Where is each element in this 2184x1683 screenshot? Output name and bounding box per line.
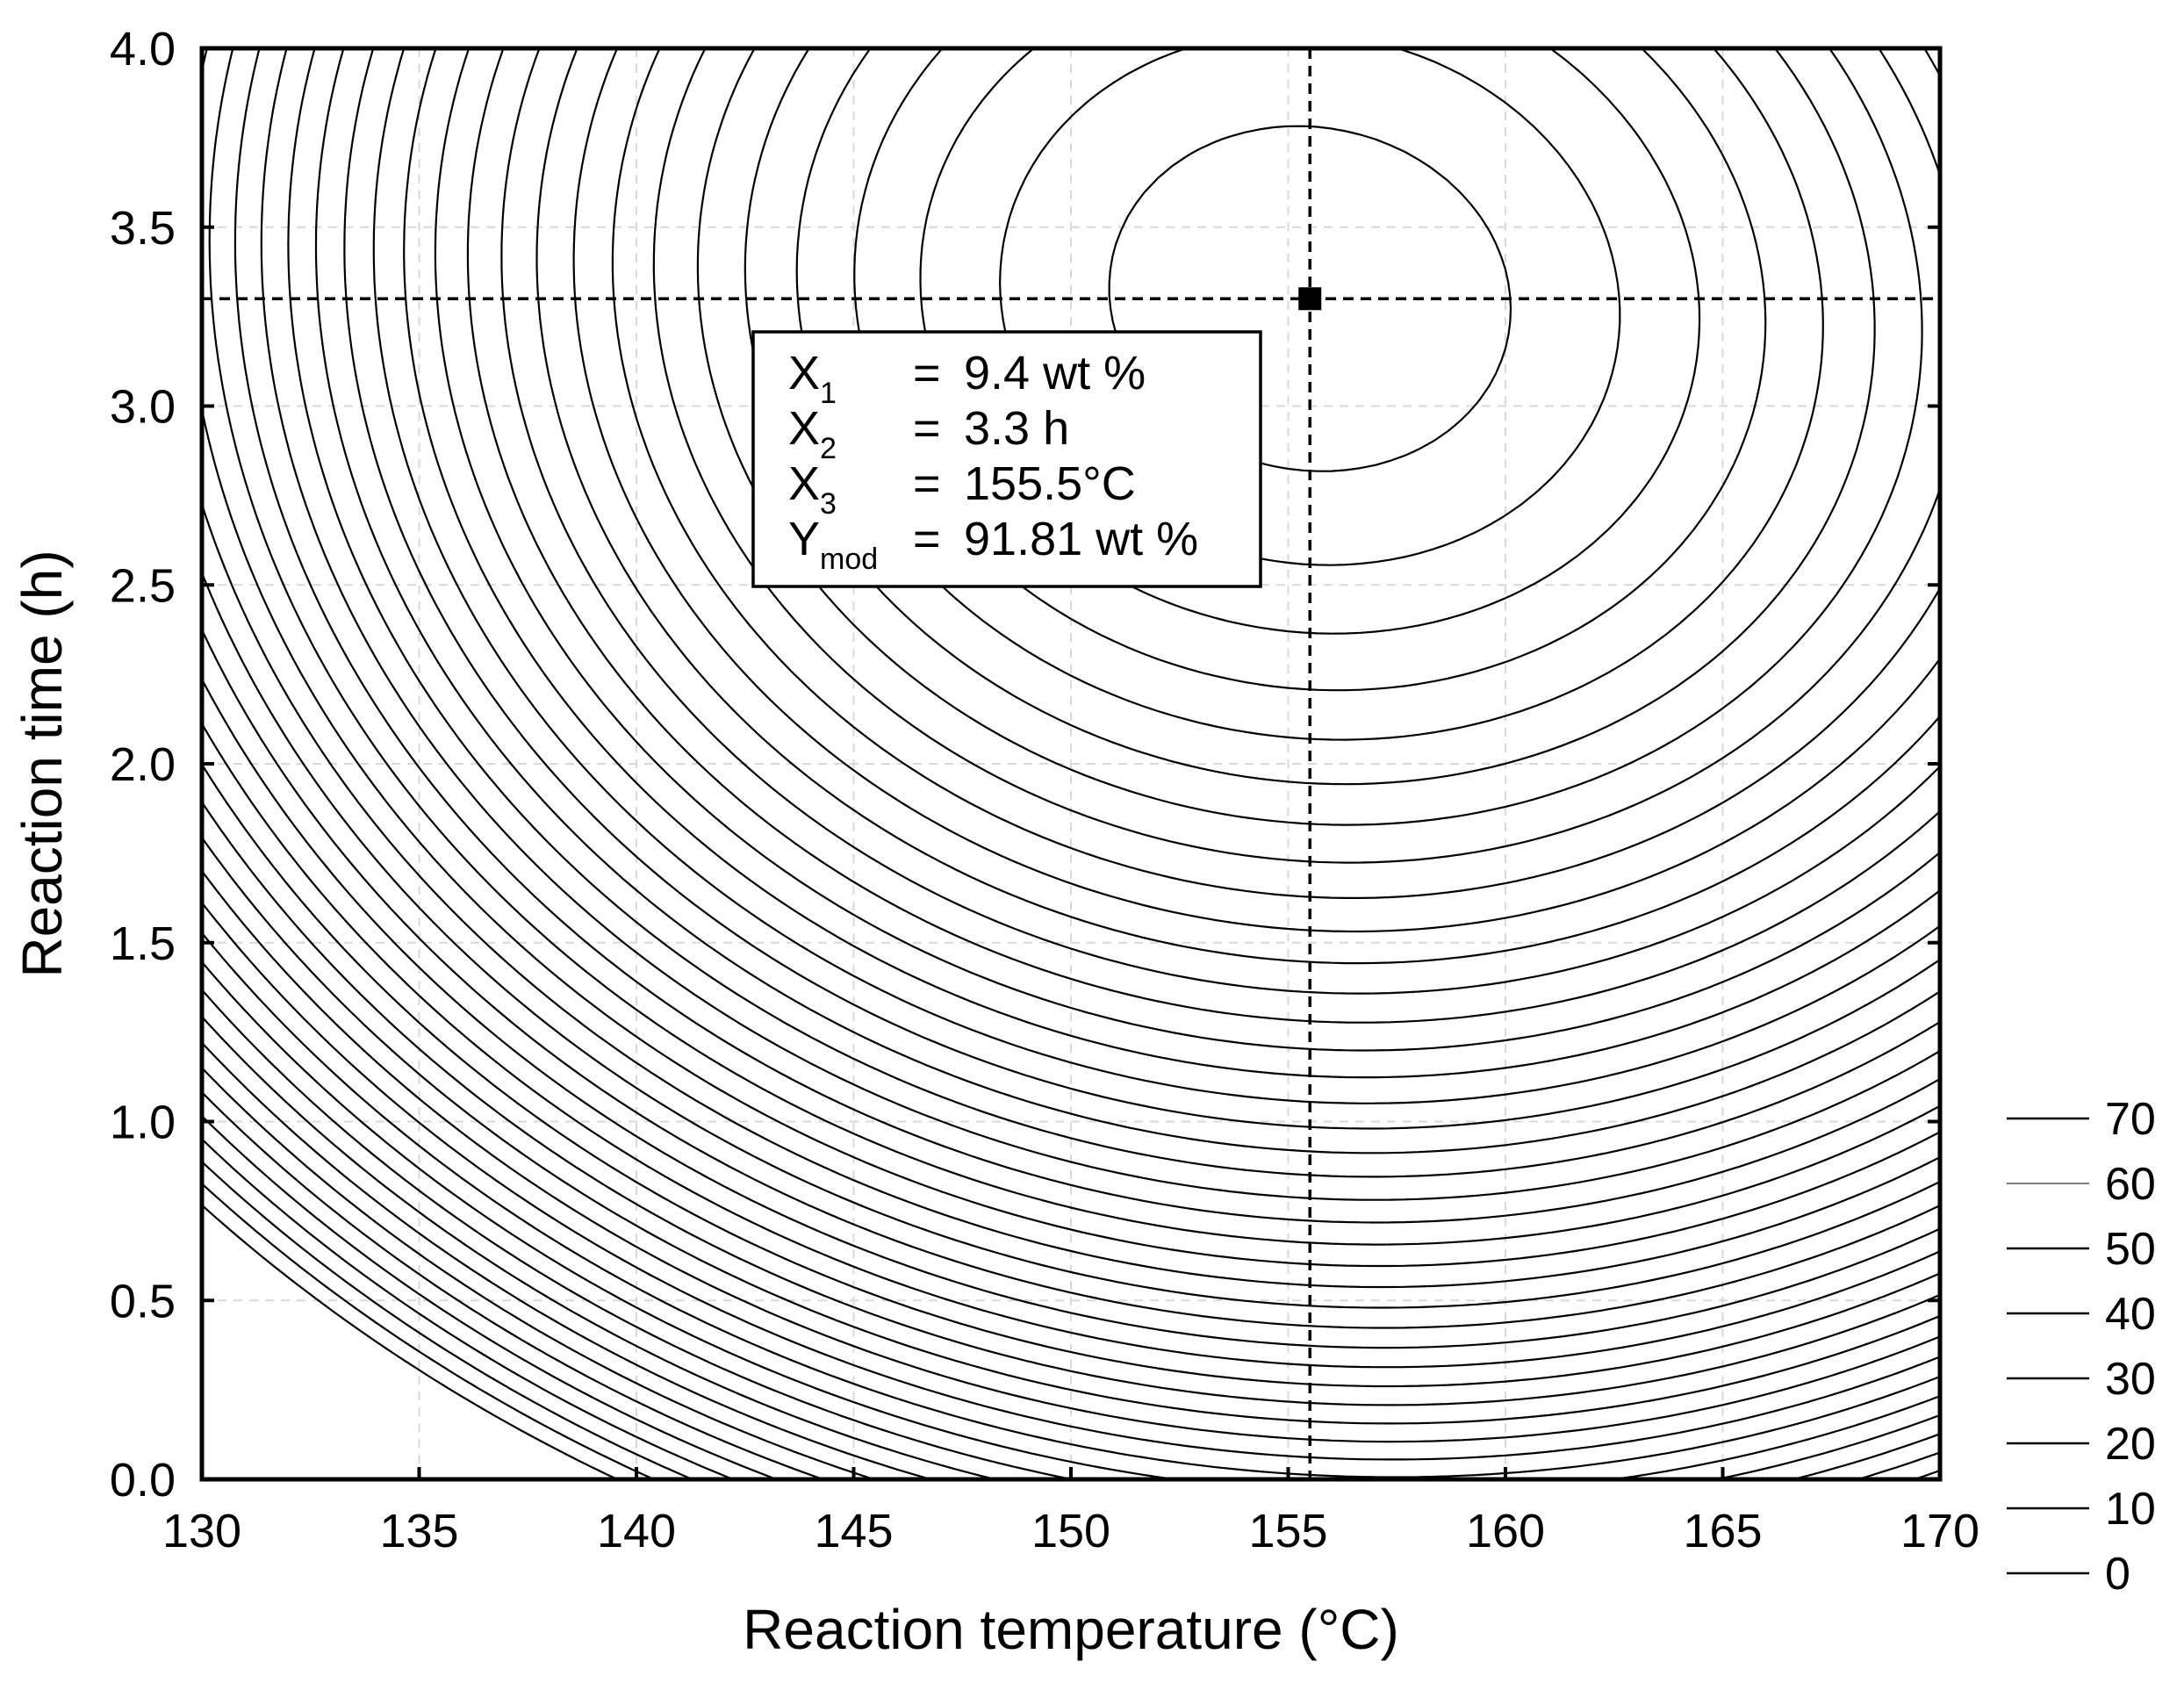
legend-label: 50	[2105, 1224, 2156, 1275]
contour-line-40	[233, 48, 1940, 1224]
info-equals: =	[913, 457, 941, 510]
info-box-row: X 2 = 3.3 h	[788, 402, 1069, 465]
contour-line-22.5	[202, 723, 1940, 1369]
contour-line-47.5	[314, 48, 1940, 1154]
contour-line-72.5	[652, 48, 1940, 864]
legend-label: 0	[2105, 1549, 2130, 1600]
contour-line--2.5	[202, 1041, 1940, 1479]
info-subscript: 3	[820, 487, 837, 521]
info-value: 155.5°C	[964, 457, 1136, 510]
contour-line-0	[202, 1016, 1940, 1479]
legend-label: 20	[2105, 1419, 2156, 1470]
contour-line-27.5	[202, 629, 1940, 1329]
y-tick-label: 3.5	[110, 202, 176, 255]
axis-ticks: 130 135 140 145 150 155 160 165 170 0.0 0.5 1.0 1.5 2…	[110, 23, 1979, 1557]
info-equals: =	[913, 513, 941, 565]
legend-label: 70	[2105, 1094, 2156, 1145]
contour-line-52.5	[372, 48, 1940, 1104]
info-var: X	[788, 347, 820, 399]
info-equals: =	[913, 347, 941, 399]
info-subscript: 1	[820, 377, 837, 410]
contour-line-67.5	[572, 48, 1940, 933]
contour-line--7.5	[202, 1091, 824, 1479]
contour-line-30	[202, 572, 1940, 1309]
y-axis-label: Reaction time (h)	[11, 550, 74, 977]
contour-line-10	[202, 902, 1940, 1461]
x-tick-label: 165	[1683, 1505, 1762, 1557]
contour-line-20	[202, 764, 1940, 1388]
x-tick-label: 135	[379, 1505, 458, 1557]
contour-line--10	[202, 1115, 777, 1479]
contour-line--20	[202, 1204, 618, 1479]
legend-label: 30	[2105, 1354, 2156, 1405]
contour-line-12.5	[202, 870, 1940, 1443]
contour-line-15	[202, 837, 1940, 1425]
x-tick-label: 155	[1248, 1505, 1327, 1557]
legend-label: 40	[2105, 1289, 2156, 1340]
contour-line--17.5	[202, 1183, 655, 1479]
y-tick-label: 4.0	[110, 23, 176, 76]
contour-line-17.5	[202, 802, 1940, 1406]
contour-line-37.5	[208, 48, 1940, 1246]
contour-line-7.5	[202, 932, 1940, 1478]
info-box-row: X 3 = 155.5°C	[788, 457, 1136, 521]
info-value: 9.4 wt %	[964, 347, 1146, 399]
y-tick-label: 0.0	[110, 1454, 176, 1507]
contour-line-35	[202, 48, 1940, 1268]
contour-line-42.5	[260, 48, 1940, 1201]
contour-line-32.5	[202, 503, 1940, 1289]
info-subscript: mod	[820, 543, 878, 576]
info-equals: =	[913, 402, 941, 455]
optimum-info-box: X 1 = 9.4 wt %X 2 = 3.3 hX 3 = 155.5°CY mod = 91.81 …	[751, 330, 1262, 588]
x-tick-label: 160	[1466, 1505, 1545, 1557]
legend-label: 10	[2105, 1484, 2156, 1535]
x-axis-label: Reaction temperature (°C)	[743, 1598, 1399, 1661]
optimum-crosshair	[202, 48, 1940, 1479]
x-tick-label: 150	[1031, 1505, 1110, 1557]
y-tick-label: 2.5	[110, 559, 176, 612]
info-value: 91.81 wt %	[964, 513, 1198, 565]
contour-line--5	[202, 1067, 1940, 1479]
contour-line-55	[403, 48, 1940, 1079]
contour-line-70	[611, 48, 1940, 899]
contour-line--12.5	[202, 1138, 734, 1479]
contour-line-60	[466, 48, 1940, 1024]
contour-line--15	[202, 1161, 693, 1479]
optimum-marker	[1298, 287, 1322, 311]
info-value: 3.3 h	[964, 402, 1069, 455]
x-tick-label: 130	[162, 1505, 241, 1557]
y-tick-label: 1.5	[110, 917, 176, 970]
x-tick-label: 140	[597, 1505, 676, 1557]
y-tick-label: 3.0	[110, 381, 176, 434]
contour-line-45	[287, 48, 1940, 1178]
info-var: Y	[788, 513, 820, 565]
info-box-row: X 1 = 9.4 wt %	[788, 347, 1146, 410]
y-tick-label: 2.0	[110, 738, 176, 791]
x-tick-label: 170	[1900, 1505, 1979, 1557]
contour-line-25	[202, 679, 1940, 1349]
legend-label: 60	[2105, 1159, 2156, 1210]
contour-line-2.5	[202, 989, 1940, 1479]
contour-line-57.5	[434, 48, 1940, 1052]
legend: 70 60 50 40 30 20 10 0	[2007, 1094, 2156, 1600]
contour-line-50	[343, 48, 1940, 1130]
x-tick-label: 145	[814, 1505, 893, 1557]
info-var: X	[788, 402, 820, 455]
contour-line-62.5	[500, 48, 1940, 995]
y-tick-label: 0.5	[110, 1275, 176, 1327]
y-tick-label: 1.0	[110, 1097, 176, 1149]
info-var: X	[788, 457, 820, 510]
info-subscript: 2	[820, 432, 837, 465]
info-box-frame	[751, 330, 1262, 588]
